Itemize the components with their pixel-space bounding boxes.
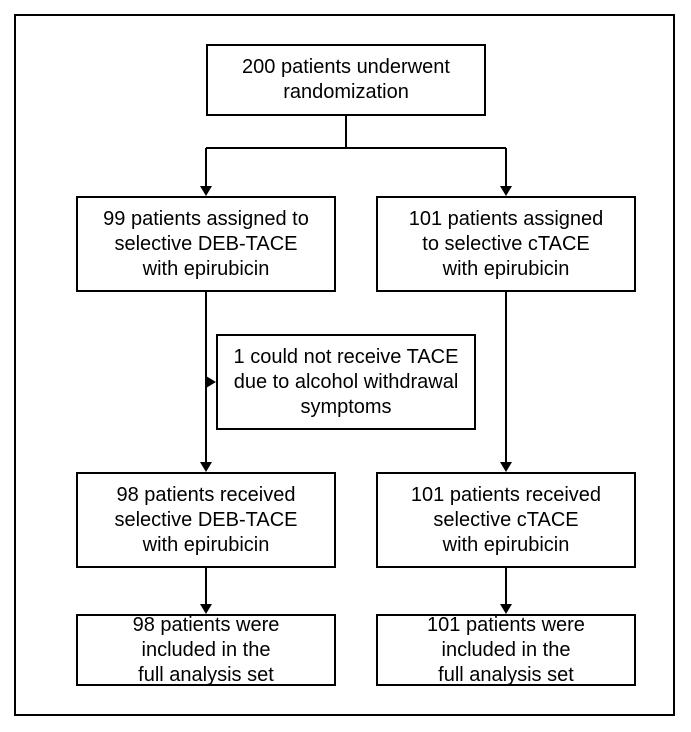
node-left-assigned: 99 patients assigned toselective DEB-TAC…	[76, 196, 336, 292]
node-exclusion: 1 could not receive TACEdue to alcohol w…	[216, 334, 476, 430]
diagram-frame: 200 patients underwentrandomization 99 p…	[14, 14, 675, 716]
node-right-assigned: 101 patients assignedto selective cTACEw…	[376, 196, 636, 292]
node-left-received: 98 patients receivedselective DEB-TACEwi…	[76, 472, 336, 568]
node-root: 200 patients underwentrandomization	[206, 44, 486, 116]
node-left-analysis: 98 patients wereincluded in thefull anal…	[76, 614, 336, 686]
node-right-received: 101 patients receivedselective cTACEwith…	[376, 472, 636, 568]
node-right-analysis: 101 patients wereincluded in thefull ana…	[376, 614, 636, 686]
